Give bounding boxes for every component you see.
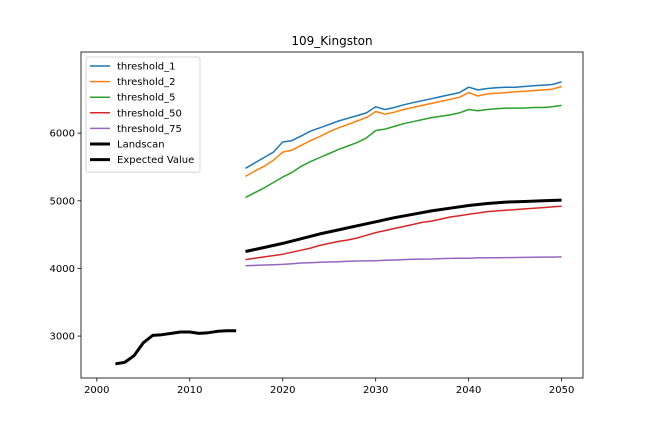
series-line-5 [115,329,237,366]
series-line-2 [245,104,562,199]
x-tick-label: 2050 [549,385,574,396]
series-layer [115,81,562,366]
legend: threshold_1 threshold_2 threshold_5thresho… [85,56,201,173]
legend-box [85,56,201,173]
series-line-0 [245,81,562,169]
legend-label-5: Landscan [117,140,165,151]
x-tick-label: 2010 [177,385,202,396]
x-tick-label: 2000 [84,385,109,396]
x-tick-label: 2040 [456,385,481,396]
chart-title: 109_Kingston [291,34,372,48]
x-tick-label: 2030 [363,385,388,396]
y-tick-label: 3000 [50,332,75,343]
series-line-1 [245,85,562,178]
plot-frame [80,51,584,379]
y-tick-label: 6000 [50,129,75,140]
legend-label-6: Expected Value [117,155,194,166]
legend-label-2: threshold_5 [117,93,175,104]
legend-label-4: threshold_75 [117,124,182,135]
legend-label-0: threshold_1 [117,62,175,73]
series-line-6 [245,198,562,253]
x-axis: 2000 2010 2020 2030 2040 2050 [84,378,574,396]
y-axis: 3000 4000 5000 6000 [50,129,81,343]
series-line-4 [245,256,562,267]
series-line-3 [245,205,562,261]
y-tick-label: 4000 [50,264,75,275]
legend-label-1: threshold_2 [117,77,175,88]
legend-label-3: threshold_50 [117,108,182,119]
x-tick-label: 2020 [270,385,295,396]
y-tick-label: 5000 [50,196,75,207]
